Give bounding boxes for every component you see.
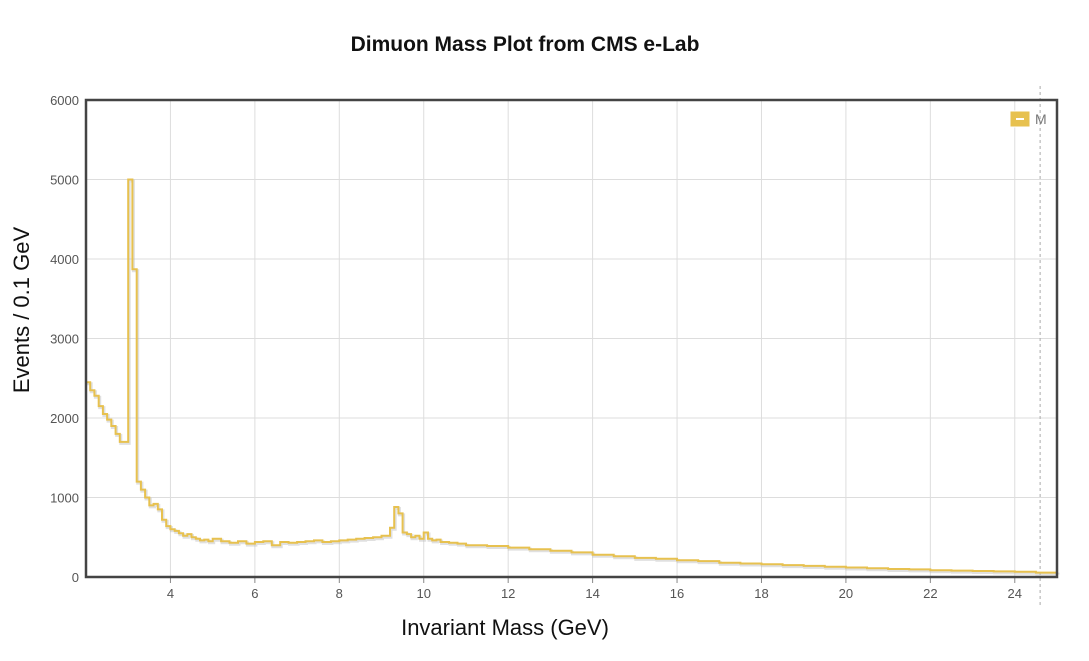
x-tick-label: 24	[1008, 586, 1022, 601]
grid-lines	[86, 86, 1057, 606]
x-tick-label: 18	[754, 586, 768, 601]
series-line-M[interactable]	[86, 178, 1058, 574]
y-tick-label: 6000	[50, 93, 79, 108]
x-tick-label: 8	[336, 586, 343, 601]
y-tick-label: 1000	[50, 491, 79, 506]
legend-swatch-mark	[1016, 118, 1024, 120]
x-tick-label: 22	[923, 586, 937, 601]
x-tick-label: 14	[585, 586, 599, 601]
x-tick-label: 16	[670, 586, 684, 601]
x-tick-label: 10	[417, 586, 431, 601]
y-tick-label: 5000	[50, 173, 79, 188]
x-tick-label: 12	[501, 586, 515, 601]
chart-title: Dimuon Mass Plot from CMS e-Lab	[351, 33, 700, 56]
y-tick-label: 2000	[50, 411, 79, 426]
y-tick-label: 3000	[50, 332, 79, 347]
series-shadow	[87, 179, 1060, 576]
y-tick-label: 0	[72, 570, 79, 585]
x-tick-label: 6	[251, 586, 258, 601]
y-tick-label: 4000	[50, 252, 79, 267]
x-tick-label: 20	[839, 586, 853, 601]
plot-frame	[84, 98, 1059, 579]
legend-label[interactable]: M	[1035, 111, 1047, 127]
x-tick-label: 4	[167, 586, 174, 601]
y-axis-title: Events / 0.1 GeV	[9, 227, 34, 394]
series-layer	[86, 178, 1060, 576]
x-axis-title: Invariant Mass (GeV)	[401, 615, 609, 640]
tick-labels: 0 1000 2000 3000 4000 5000 6000 4 6 8 10 12 14 16 18 20…	[50, 93, 1022, 601]
legend[interactable]: M	[1009, 110, 1047, 128]
